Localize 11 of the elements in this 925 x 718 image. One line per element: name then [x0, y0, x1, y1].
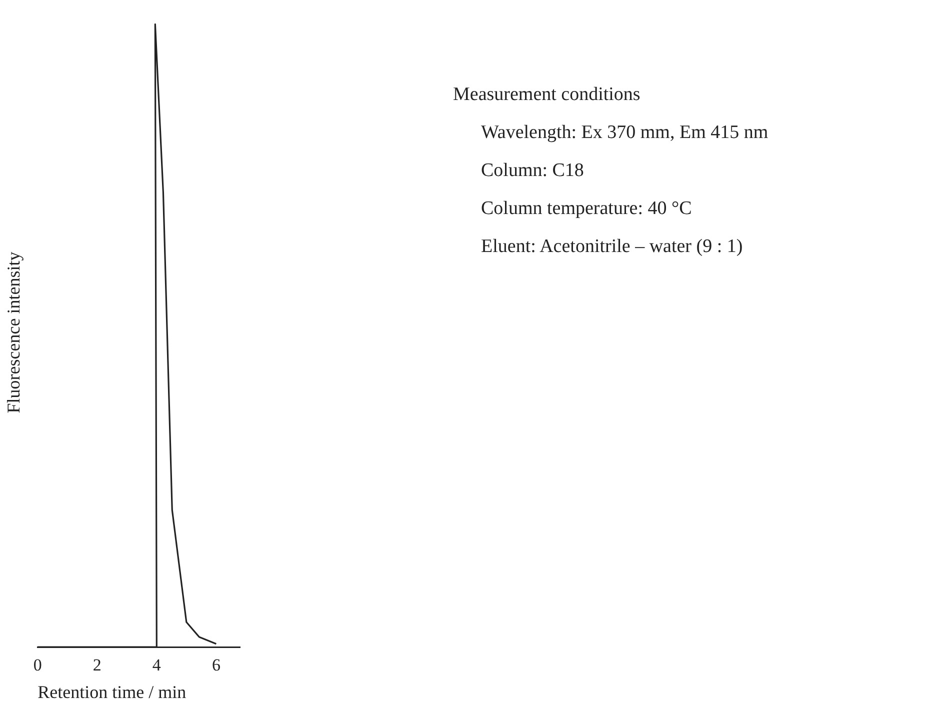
text: Eluent: Acetonitrile – water (9 : 1) [481, 236, 744, 258]
text: Column temperature: 40 °C [481, 198, 693, 220]
text: Column: C18 [481, 160, 585, 182]
x-axis-title: Retention time / min [38, 682, 186, 702]
x-tick-label: 6 [212, 656, 220, 675]
x-tick-label: 4 [152, 656, 162, 675]
x-tick-label: 0 [33, 656, 42, 675]
text: Wavelength: Ex 370 mm, Em 415 nm [481, 122, 768, 144]
x-tick-label: 2 [92, 656, 102, 675]
y-axis-title: Fluorescence intensity [4, 252, 24, 414]
text: Measurement conditions [453, 84, 642, 106]
